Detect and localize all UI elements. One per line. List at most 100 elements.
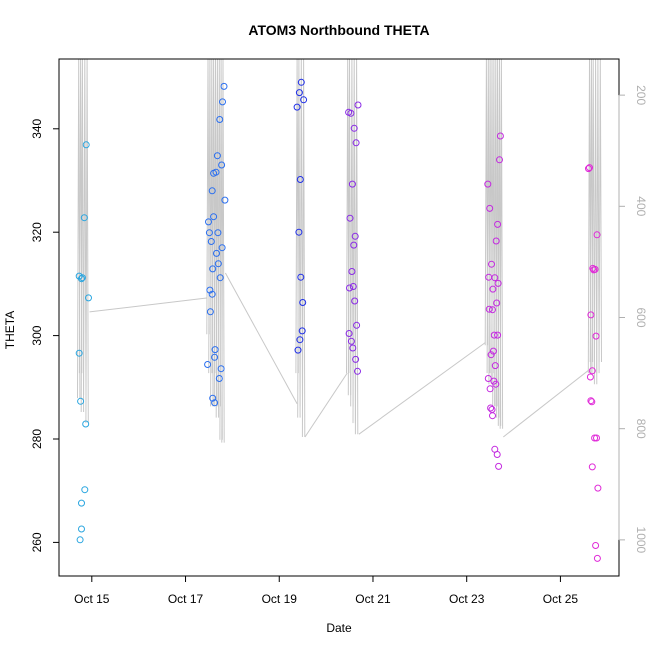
theta-point <box>588 398 596 406</box>
x-tick-label: Oct 21 <box>355 592 391 606</box>
theta-point <box>593 434 600 442</box>
chart-title: ATOM3 Northbound THETA <box>248 22 429 38</box>
theta-point <box>82 420 90 428</box>
theta-point <box>485 305 493 313</box>
theta-point <box>75 349 83 357</box>
pressure-trace-layer <box>77 59 602 443</box>
theta-point <box>352 355 360 363</box>
theta-point <box>78 499 85 507</box>
theta-point <box>492 237 500 245</box>
theta-point <box>494 220 502 228</box>
theta-point <box>353 321 361 329</box>
theta-point <box>484 375 492 382</box>
theta-point <box>352 139 360 147</box>
theta-point <box>347 337 355 345</box>
y-tick-label: 340 <box>30 118 44 138</box>
pressure-profile-spike <box>499 59 504 429</box>
theta-point <box>486 204 494 212</box>
x-tick-label: Oct 19 <box>262 592 298 606</box>
theta-point <box>354 367 361 375</box>
theta-point <box>345 330 353 337</box>
pressure-profile-spike <box>221 59 225 443</box>
theta-point <box>488 260 495 268</box>
theta-point <box>587 311 595 319</box>
theta-point <box>219 98 226 106</box>
theta-point <box>297 78 305 86</box>
x-tick-label: Oct 23 <box>449 592 485 606</box>
theta-point <box>593 554 601 562</box>
x-axis: Oct 15 Oct 17 Oct 19 Oct 21 Oct 23 Oct 25 <box>74 575 579 606</box>
theta-point <box>489 347 497 355</box>
theta-point <box>213 152 221 160</box>
theta-point <box>489 285 497 293</box>
pressure-drift-line <box>89 297 207 313</box>
theta-point <box>211 353 219 361</box>
y2-tick-label: 400 <box>634 196 648 216</box>
y-axis-label: THETA <box>3 311 17 349</box>
pressure-drift-line <box>224 272 298 404</box>
theta-point <box>212 168 220 176</box>
theta-point <box>493 299 501 307</box>
theta-point <box>588 367 596 375</box>
pressure-profile-spike <box>593 59 598 385</box>
theta-point <box>293 103 301 111</box>
theta-point <box>347 109 355 117</box>
theta-point <box>296 176 304 183</box>
theta-point <box>85 294 92 302</box>
theta-point <box>297 273 305 281</box>
theta-point <box>486 385 494 393</box>
x-tick-label: Oct 25 <box>543 592 579 606</box>
pressure-drift-line <box>304 372 348 438</box>
pressure-profile-spike <box>596 59 600 374</box>
theta-point <box>77 397 85 405</box>
theta-point <box>294 346 302 354</box>
y-tick-label: 320 <box>30 222 44 242</box>
pressure-profile-spike <box>598 59 602 363</box>
theta-point <box>207 238 215 245</box>
theta-point <box>299 299 307 306</box>
x-tick-label: Oct 17 <box>168 592 204 606</box>
theta-point <box>490 331 498 339</box>
theta-point <box>489 306 496 314</box>
theta-point <box>218 244 226 252</box>
theta-point <box>206 286 214 294</box>
theta-point <box>78 274 86 282</box>
pressure-profile-spike <box>301 59 306 438</box>
theta-point <box>205 218 212 226</box>
theta-point <box>295 228 303 236</box>
theta-point <box>496 132 504 140</box>
y2-axis: 200 400 600 800 1000 <box>618 85 648 554</box>
theta-point <box>215 375 223 382</box>
plot-frame <box>58 58 620 577</box>
theta-point <box>216 116 224 123</box>
theta-point <box>591 434 599 442</box>
theta-point <box>213 249 220 257</box>
theta-point <box>484 180 492 188</box>
theta-point <box>487 351 495 359</box>
theta-point <box>80 214 88 222</box>
theta-point <box>218 161 226 169</box>
theta-point <box>206 308 214 316</box>
theta-point <box>487 404 495 412</box>
y2-tick-label: 200 <box>634 85 648 105</box>
theta-point <box>214 260 222 268</box>
theta-point <box>585 165 592 173</box>
y-axis: 260 280 300 320 340 <box>30 118 60 552</box>
theta-point <box>209 265 217 273</box>
pressure-profile-spike <box>591 59 595 374</box>
theta-point <box>489 412 496 420</box>
theta-point <box>349 283 357 290</box>
theta-point <box>351 297 359 305</box>
theta-point <box>587 397 595 405</box>
theta-point <box>354 101 362 109</box>
y2-tick-label: 800 <box>634 419 648 439</box>
theta-point <box>495 462 503 470</box>
theta-point <box>295 89 303 97</box>
theta-point <box>493 451 501 458</box>
pressure-drift-line <box>358 342 486 435</box>
theta-point <box>491 274 499 282</box>
theta-point <box>211 399 219 407</box>
theta-point <box>492 380 500 388</box>
theta-point <box>351 232 359 240</box>
